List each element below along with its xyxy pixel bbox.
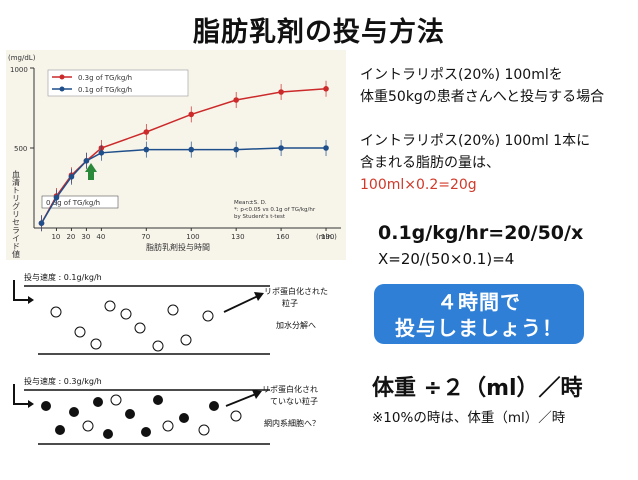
y-tick-500: 500 — [14, 145, 27, 153]
legend-red-marker — [59, 74, 65, 80]
chart-svg: (mg/dL) 1000 500 血清トリグリセライド値 10 20 30 40 70 1… — [8, 54, 341, 259]
data-point — [188, 111, 195, 118]
x-tick-label: 70 — [141, 233, 150, 241]
data-point — [233, 146, 239, 153]
data-point — [323, 145, 329, 151]
bottom-right-3: 網内系細胞へ？ — [264, 418, 320, 428]
data-point — [323, 86, 329, 92]
triglyceride-chart: (mg/dL) 1000 500 血清トリグリセライド値 10 20 30 40 70 1… — [6, 50, 346, 260]
bottom-inflow-arrow-icon — [13, 384, 28, 405]
top-inflow-arrow-icon — [13, 280, 28, 301]
legend-red-label: 0.3g of TG/kg/h — [78, 74, 132, 82]
y-axis-label: 血清トリグリセライド値 — [12, 169, 21, 259]
x-tick-label: 40 — [96, 233, 105, 241]
x-tick-label: 30 — [81, 233, 90, 241]
p1-line2: 体重50kgの患者さんへと投与する場合 — [360, 89, 605, 105]
diagram-svg: 投与速度 : 0.1g/kg/h リポ蛋白化された 粒子 加水分解へ 投与速度 … — [13, 272, 328, 445]
series-line-0 — [40, 88, 327, 224]
small-note: ※10%の時は、体重（ml）／時 — [372, 410, 566, 426]
top-right-3: 加水分解へ — [276, 320, 316, 330]
data-point — [188, 146, 195, 153]
box-label-0-5g: 0.5g of TG/kg/h — [46, 199, 100, 207]
y-unit: (mg/dL) — [8, 54, 36, 62]
x-tick-label: 10 — [51, 233, 60, 241]
y-tick-1000: 1000 — [10, 66, 28, 74]
x-tick-label: 190 — [321, 233, 334, 241]
paragraph-1: イントラリポス(20%) 100mlを 体重50kgの患者さんへと投与する場合 — [360, 64, 604, 108]
data-point — [233, 97, 239, 103]
stats-note-2: *: p<0.05 vs 0.1g of TG/kg/hr — [234, 207, 316, 213]
legend-blue-label: 0.1g of TG/kg/h — [78, 86, 132, 94]
data-point — [68, 174, 75, 180]
series-layer — [38, 80, 329, 232]
bottom-speed-label: 投与速度 : 0.3g/kg/h — [24, 376, 102, 386]
data-point — [278, 89, 284, 95]
series-line-1 — [40, 147, 327, 224]
slide-title: 脂肪乳剤の投与方法 — [193, 17, 445, 48]
data-point — [83, 158, 90, 164]
top-speed-label: 投与速度 : 0.1g/kg/h — [24, 272, 102, 282]
x-tick-label: 160 — [276, 233, 289, 241]
x-axis-label: 脂肪乳剤投与時間 — [146, 242, 210, 252]
bottom-right-2: ていない粒子 — [270, 396, 318, 406]
top-right-2: 粒子 — [282, 298, 298, 308]
bottom-right-1: リポ蛋白化され — [262, 384, 318, 394]
particle-diagram: 投与速度 : 0.1g/kg/h リポ蛋白化された 粒子 加水分解へ 投与速度 … — [8, 266, 358, 476]
callout-line2: 投与しましょう！ — [395, 316, 563, 340]
p1-line1: イントラリポス(20%) 100mlを — [360, 67, 563, 83]
big-formula: 体重 ÷２（ml）／時 — [372, 376, 583, 401]
data-point — [98, 150, 105, 156]
p2-line3: 100ml×0.2=20g — [360, 177, 477, 193]
data-point — [38, 220, 45, 226]
x-tick-label: 130 — [231, 233, 244, 241]
up-arrow-icon — [85, 163, 97, 180]
x-tick-label: 20 — [66, 233, 75, 241]
p2-line1: イントラリポス(20%) 100ml 1本に — [360, 133, 591, 149]
data-point — [143, 129, 150, 135]
x-tick-label: 100 — [186, 233, 199, 241]
paragraph-2: イントラリポス(20%) 100ml 1本に 含まれる脂肪の量は、 100ml×… — [360, 130, 590, 196]
data-point — [143, 146, 150, 153]
four-hours-callout: ４時間で 投与しましょう！ — [374, 284, 584, 344]
data-point — [53, 194, 60, 201]
formula-1: 0.1g/kg/hr=20/50/x — [378, 222, 584, 244]
top-right-1: リポ蛋白化された — [264, 286, 328, 296]
callout-line1: ４時間で — [437, 290, 521, 314]
p2-line2: 含まれる脂肪の量は、 — [360, 155, 500, 171]
legend-blue-marker — [59, 86, 65, 92]
x-unit: (min.) — [316, 233, 337, 241]
stats-note-1: Mean±S. D. — [234, 200, 267, 206]
formula-2: X=20/(50×0.1)=4 — [378, 250, 515, 268]
x-ticks: 10 20 30 40 70 100 130 160 190 — [51, 228, 334, 241]
stats-note-3: by Student's t-test — [234, 214, 286, 220]
data-point — [278, 145, 284, 151]
